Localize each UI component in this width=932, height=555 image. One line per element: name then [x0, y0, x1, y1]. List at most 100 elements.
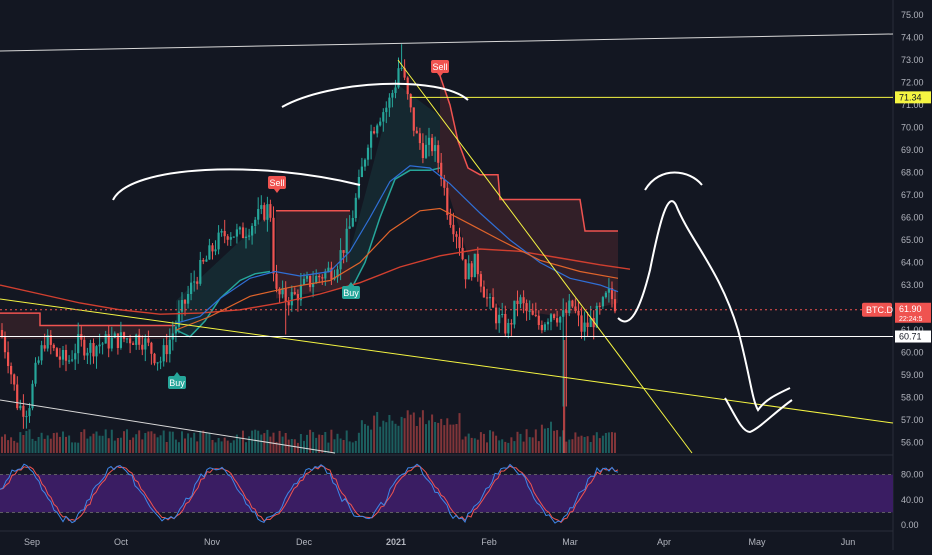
volume-bar [607, 432, 610, 453]
volume-bar [495, 435, 498, 453]
volume-bar [397, 425, 400, 453]
candle-body [28, 408, 31, 417]
volume-bar [379, 426, 382, 453]
candle-body [248, 235, 251, 237]
volume-bar [412, 412, 415, 453]
candle-body [443, 179, 446, 188]
volume-bar [141, 439, 144, 453]
volume-bar [513, 441, 516, 453]
candle-body [287, 301, 290, 306]
candle-body [116, 333, 119, 348]
volume-bar [123, 431, 125, 453]
candle-body [528, 310, 531, 312]
candle-body [345, 228, 348, 253]
candle-body [348, 226, 351, 229]
price-tick-label: 64.00 [901, 258, 924, 268]
sell-signal: Sell [268, 176, 286, 193]
candle-body [168, 339, 171, 355]
osc-tick-label: 80.00 [901, 470, 924, 480]
price-tick-label: 67.00 [901, 190, 924, 200]
volume-bar [184, 438, 186, 453]
candle-body [613, 299, 617, 312]
volume-bar [235, 434, 238, 453]
volume-bar [611, 432, 613, 453]
volume-bar [208, 432, 211, 453]
volume-bar [543, 428, 546, 453]
volume-bar [351, 442, 354, 453]
candle-body [473, 253, 476, 278]
candle-body [394, 87, 397, 93]
volume-bar [367, 425, 369, 453]
volume-bar [522, 441, 525, 453]
volume-bar [370, 429, 373, 453]
stoch-oscillator [0, 463, 893, 524]
volume-bar [376, 412, 379, 453]
volume-bar [174, 439, 177, 453]
candle-body [223, 231, 226, 237]
candle-body [543, 324, 546, 331]
candle-body [501, 314, 504, 315]
volume-bar [98, 435, 101, 453]
candle-body [449, 215, 452, 225]
volume-bar [74, 442, 77, 453]
volume-bar [464, 436, 467, 453]
candle-body [159, 361, 162, 363]
candle-body [467, 263, 470, 280]
time-tick-label: Nov [204, 537, 221, 547]
time-tick-label: Feb [481, 537, 497, 547]
last-price-label: 61.90 [899, 304, 922, 314]
volume-bar [116, 438, 119, 453]
price-tick-label: 68.00 [901, 168, 924, 178]
candle-body [68, 360, 71, 362]
candle-body [415, 130, 418, 134]
volume-bar [95, 431, 98, 453]
signal-bg [168, 376, 186, 389]
symbol-tag: BTC.D 61.90 22:24:5 [862, 302, 931, 323]
candle-body [510, 323, 513, 325]
candle-body [37, 360, 40, 363]
volume-bar [425, 424, 427, 453]
volume-bar [181, 431, 183, 453]
candle-body [202, 260, 205, 262]
candle-body [193, 281, 196, 283]
signal-pointer [274, 189, 280, 193]
candle-body [235, 229, 238, 237]
price-tick-label: 61.00 [901, 325, 924, 335]
candle-body [10, 366, 13, 375]
volume-bar [7, 440, 10, 453]
volume-bar [55, 432, 58, 453]
volume-bar [461, 439, 464, 453]
volume-bar [211, 440, 214, 453]
candle-body [284, 288, 287, 302]
candle-body [187, 294, 190, 304]
volume-bar [406, 410, 409, 453]
volume-bar [238, 438, 241, 453]
axes: 75.00 74.00 73.00 72.00 71.00 70.00 69.00 68.00… [24, 0, 932, 550]
volume-bar [418, 417, 421, 453]
time-tick-label: Mar [562, 537, 578, 547]
candle-body [31, 383, 34, 409]
candle-body [263, 205, 266, 220]
candle-body [363, 159, 367, 167]
candle-body [309, 275, 312, 288]
candle-body [156, 362, 159, 364]
candle-body [586, 322, 589, 327]
volume-bar [49, 438, 52, 453]
candle-body [418, 133, 421, 144]
trendline-bottom [0, 399, 336, 454]
volume-bar [501, 439, 504, 453]
candle-body [229, 237, 232, 240]
price-tick-label: 69.00 [901, 145, 924, 155]
price-tick-label: 70.00 [901, 123, 924, 133]
candle-body [89, 343, 92, 353]
candle-body [406, 77, 409, 95]
cloud-red-3 [440, 75, 618, 317]
volume-bar [571, 439, 574, 453]
candle-body [25, 416, 28, 418]
volume-spike [563, 340, 566, 453]
supertrend-green-2 [349, 167, 441, 293]
price-label-bg [895, 330, 931, 343]
volume-bar [458, 413, 461, 453]
volume-bar [550, 421, 552, 453]
